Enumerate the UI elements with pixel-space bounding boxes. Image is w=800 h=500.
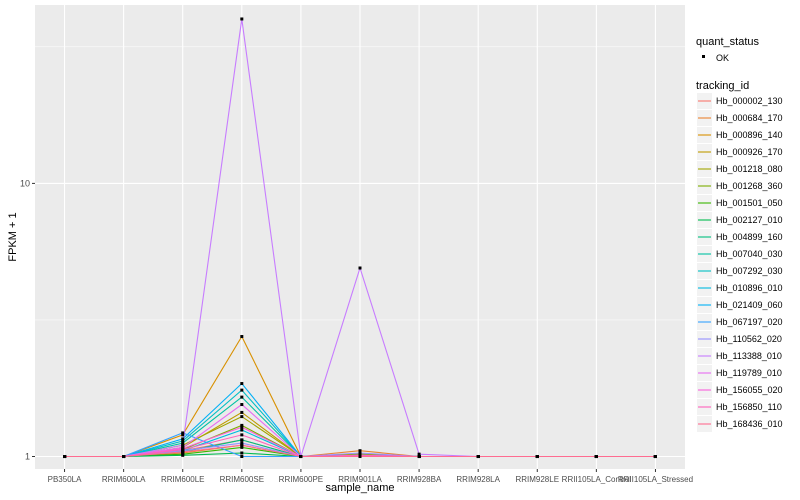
legend-title-tracking-id: tracking_id	[696, 80, 749, 92]
data-point	[63, 455, 67, 459]
y-axis-label: FPKM + 1	[7, 212, 19, 261]
legend-label-tracking-id: Hb_001218_080	[716, 164, 783, 174]
data-point	[181, 448, 185, 452]
x-tick-label: RRIM600LA	[102, 475, 146, 484]
legend-label-tracking-id: Hb_119789_010	[716, 368, 782, 378]
x-axis-label: sample_name	[325, 482, 394, 494]
data-point	[240, 441, 244, 445]
legend-label-tracking-id: Hb_007292_030	[716, 266, 783, 276]
data-point	[181, 431, 185, 435]
data-point	[240, 410, 244, 414]
y-axis-ticks: 1 10	[20, 178, 35, 462]
legend-label-tracking-id: Hb_007040_030	[716, 249, 783, 259]
x-axis-ticks: PB350LA RRIM600LA RRIM600LE RRIM600SE RRIM60…	[48, 469, 693, 484]
legend: quant_status OK tracking_id Hb_000002_13…	[696, 36, 783, 432]
legend-key-point	[702, 55, 705, 58]
legend-label-tracking-id: Hb_168436_010	[716, 419, 783, 429]
data-point	[240, 17, 244, 21]
data-point	[181, 450, 185, 454]
data-point	[181, 443, 185, 447]
data-point	[240, 388, 244, 392]
data-point	[358, 451, 362, 455]
data-point	[181, 453, 185, 457]
data-point	[240, 428, 244, 432]
legend-title-quant-status: quant_status	[696, 36, 759, 48]
legend-label-tracking-id: Hb_156055_020	[716, 385, 783, 395]
data-point	[181, 433, 185, 437]
data-point	[181, 439, 185, 443]
x-tick-label: PB350LA	[48, 475, 82, 484]
legend-tracking-id-entries: Hb_000002_130 Hb_000684_170 Hb_000896_140 H…	[697, 93, 783, 432]
data-point	[240, 382, 244, 386]
data-point	[240, 455, 244, 459]
data-point	[181, 437, 185, 441]
data-point	[240, 423, 244, 427]
data-point	[240, 451, 244, 455]
x-tick-label: RRIM600SE	[220, 475, 264, 484]
x-tick-label: RRIM600PE	[279, 475, 323, 484]
data-point	[358, 266, 362, 270]
x-tick-label: RRIM901LA	[338, 475, 382, 484]
data-point	[240, 433, 244, 437]
data-point	[476, 455, 480, 459]
legend-label-tracking-id: Hb_000002_130	[716, 96, 783, 106]
legend-label-tracking-id: Hb_156850_110	[716, 402, 782, 412]
y-tick-label: 1	[25, 452, 30, 462]
legend-label-tracking-id: Hb_010896_010	[716, 283, 783, 293]
data-point	[240, 443, 244, 447]
data-point	[181, 441, 185, 445]
legend-label-tracking-id: Hb_001268_360	[716, 181, 783, 191]
data-point	[240, 395, 244, 399]
x-tick-label: RRIM928BA	[397, 475, 442, 484]
legend-label-quant-status: OK	[716, 53, 729, 63]
x-tick-label: RRIM928LE	[515, 475, 559, 484]
legend-label-tracking-id: Hb_113388_010	[716, 351, 782, 361]
data-point	[535, 455, 539, 459]
data-points	[63, 17, 657, 459]
legend-label-tracking-id: Hb_000896_140	[716, 130, 783, 140]
legend-label-tracking-id: Hb_002127_010	[716, 215, 783, 225]
x-tick-label: RRII105LA_Stressed	[618, 475, 693, 484]
data-point	[240, 335, 244, 339]
legend-label-tracking-id: Hb_110562_020	[716, 334, 782, 344]
data-point	[653, 455, 657, 459]
data-point	[240, 415, 244, 419]
data-point	[417, 455, 421, 459]
data-point	[240, 445, 244, 449]
x-tick-label: RRIM928LA	[456, 475, 500, 484]
x-tick-label: RRII105LA_Control	[562, 475, 632, 484]
x-tick-label: RRIM600LE	[161, 475, 205, 484]
data-point	[240, 425, 244, 429]
legend-label-tracking-id: Hb_004899_160	[716, 232, 783, 242]
data-point	[122, 455, 126, 459]
data-point	[358, 449, 362, 453]
legend-label-tracking-id: Hb_000926_170	[716, 147, 783, 157]
y-tick-label: 10	[20, 178, 30, 188]
legend-label-tracking-id: Hb_067197_020	[716, 317, 783, 327]
data-point	[240, 403, 244, 407]
legend-label-tracking-id: Hb_000684_170	[716, 113, 783, 123]
data-point	[240, 438, 244, 442]
data-point	[594, 455, 598, 459]
legend-quant-status-entries: OK	[702, 53, 729, 63]
data-point	[417, 452, 421, 456]
legend-label-tracking-id: Hb_001501_050	[716, 198, 783, 208]
data-point	[358, 455, 362, 459]
legend-label-tracking-id: Hb_021409_060	[716, 300, 783, 310]
data-point	[299, 455, 303, 459]
